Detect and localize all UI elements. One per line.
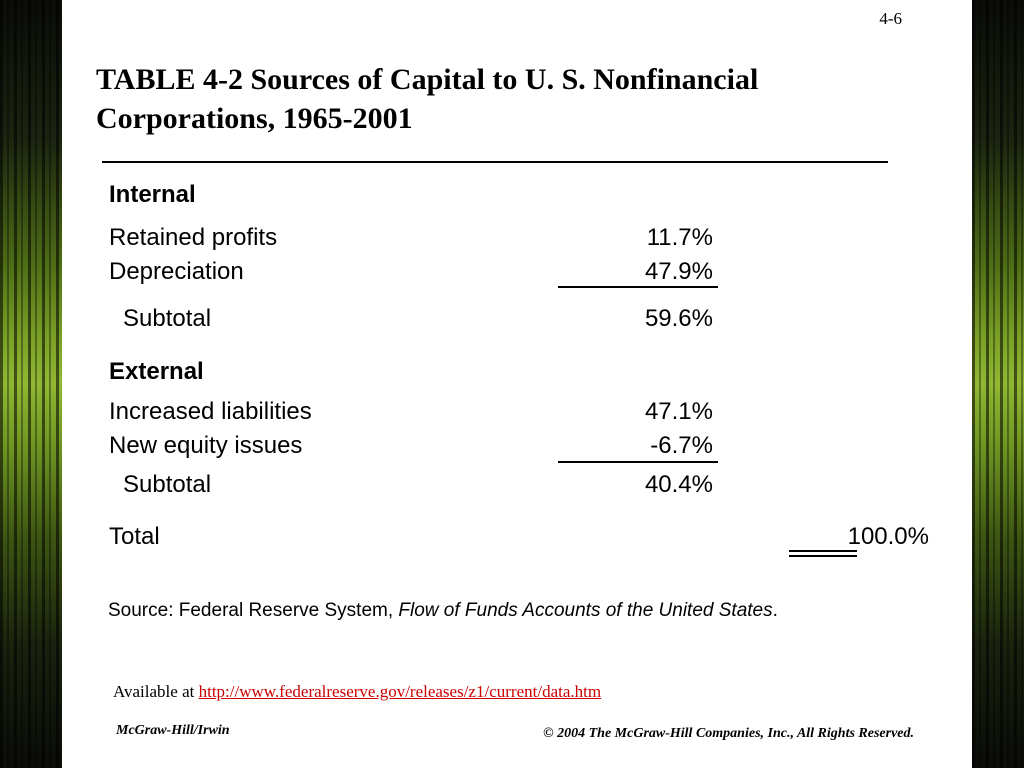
left-decorative-border	[0, 0, 62, 768]
internal-header: Internal	[109, 181, 196, 208]
row-label: New equity issues	[109, 432, 303, 459]
row-value: -6.7%	[650, 432, 713, 459]
row-value: 11.7%	[646, 224, 713, 251]
source-suffix: .	[772, 600, 778, 621]
total-percent-sign: %	[907, 523, 929, 550]
total-label: Total	[109, 523, 160, 550]
table-row: New equity issues -6.7%	[109, 431, 889, 463]
subtotal-value: 40.4%	[644, 471, 713, 498]
row-value: 47.1%	[644, 398, 713, 425]
slide-number: 4-6	[879, 9, 902, 28]
row-label: Retained profits	[109, 224, 278, 251]
source-prefix: Source: Federal Reserve System,	[108, 600, 399, 621]
table-row: Increased liabilities 47.1%	[109, 397, 889, 429]
internal-header-row: Internal	[109, 180, 889, 212]
subtotal-underline	[558, 286, 718, 288]
internal-subtotal-row: Subtotal 59.6%	[109, 304, 889, 336]
total-value: 100.0%	[789, 522, 929, 552]
publisher-footer: McGraw-Hill/Irwin	[116, 723, 230, 738]
availability-prefix: Available at	[113, 682, 199, 701]
subtotal-underline	[558, 461, 718, 463]
total-row: Total 100.0%	[109, 522, 929, 554]
slide-title: TABLE 4-2 Sources of Capital to U. S. No…	[96, 60, 896, 138]
availability-note: Available at http://www.federalreserve.g…	[113, 682, 601, 702]
table-row: Retained profits 11.7%	[109, 223, 889, 255]
title-line-2: Corporations, 1965-2001	[96, 102, 413, 135]
title-line-1: TABLE 4-2 Sources of Capital to U. S. No…	[96, 63, 759, 96]
table-row: Depreciation 47.9%	[109, 257, 889, 289]
copyright-footer: © 2004 The McGraw-Hill Companies, Inc., …	[543, 726, 914, 741]
row-label: Depreciation	[109, 258, 244, 285]
right-decorative-border	[972, 0, 1024, 768]
source-note: Source: Federal Reserve System, Flow of …	[108, 600, 928, 622]
row-value: 47.9%	[644, 258, 713, 285]
row-label: Increased liabilities	[109, 398, 312, 425]
source-title: Flow of Funds Accounts of the United Sta…	[398, 600, 773, 621]
title-divider	[102, 161, 888, 163]
federal-reserve-link[interactable]: http://www.federalreserve.gov/releases/z…	[198, 682, 602, 701]
subtotal-label: Subtotal	[123, 471, 212, 498]
total-double-underline	[789, 550, 857, 557]
external-header: External	[109, 358, 204, 385]
external-header-row: External	[109, 357, 889, 389]
subtotal-label: Subtotal	[123, 305, 212, 332]
subtotal-value: 59.6%	[644, 305, 713, 332]
external-subtotal-row: Subtotal 40.4%	[109, 470, 889, 502]
total-number: 100.0	[847, 523, 908, 550]
slide: 4-6 TABLE 4-2 Sources of Capital to U. S…	[62, 0, 972, 768]
